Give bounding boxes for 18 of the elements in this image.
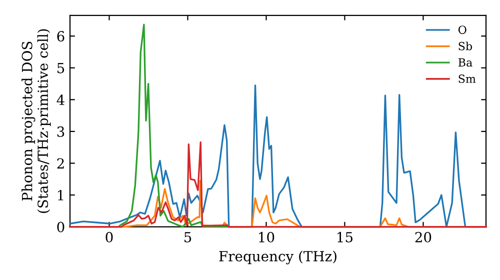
y-tick-label: 5 <box>57 63 64 74</box>
x-axis-title: Frequency (THz) <box>219 250 336 264</box>
y-tick-label: 4 <box>56 94 64 105</box>
y-tick-label: 1 <box>58 190 64 200</box>
x-tick-label: 15 <box>338 232 352 242</box>
legend-label: O <box>458 26 466 34</box>
y-tick-label: 6 <box>57 31 64 42</box>
y-tick-label: 2 <box>57 158 64 168</box>
legend-label: Ba <box>458 58 472 67</box>
y-tick-label: 0 <box>57 222 64 232</box>
y-axis-title: Phonon projected DOS (States/THz·primitive cell) <box>22 29 51 213</box>
x-tick-label: 10 <box>259 232 274 242</box>
x-tick-label: 0 <box>106 232 113 242</box>
legend-label: Sm <box>458 74 476 83</box>
x-tick-label: 20 <box>415 232 432 242</box>
y-tick-label: 3 <box>57 126 64 137</box>
legend-label: Sb <box>458 42 472 50</box>
x-tick-label: 5 <box>184 232 192 242</box>
